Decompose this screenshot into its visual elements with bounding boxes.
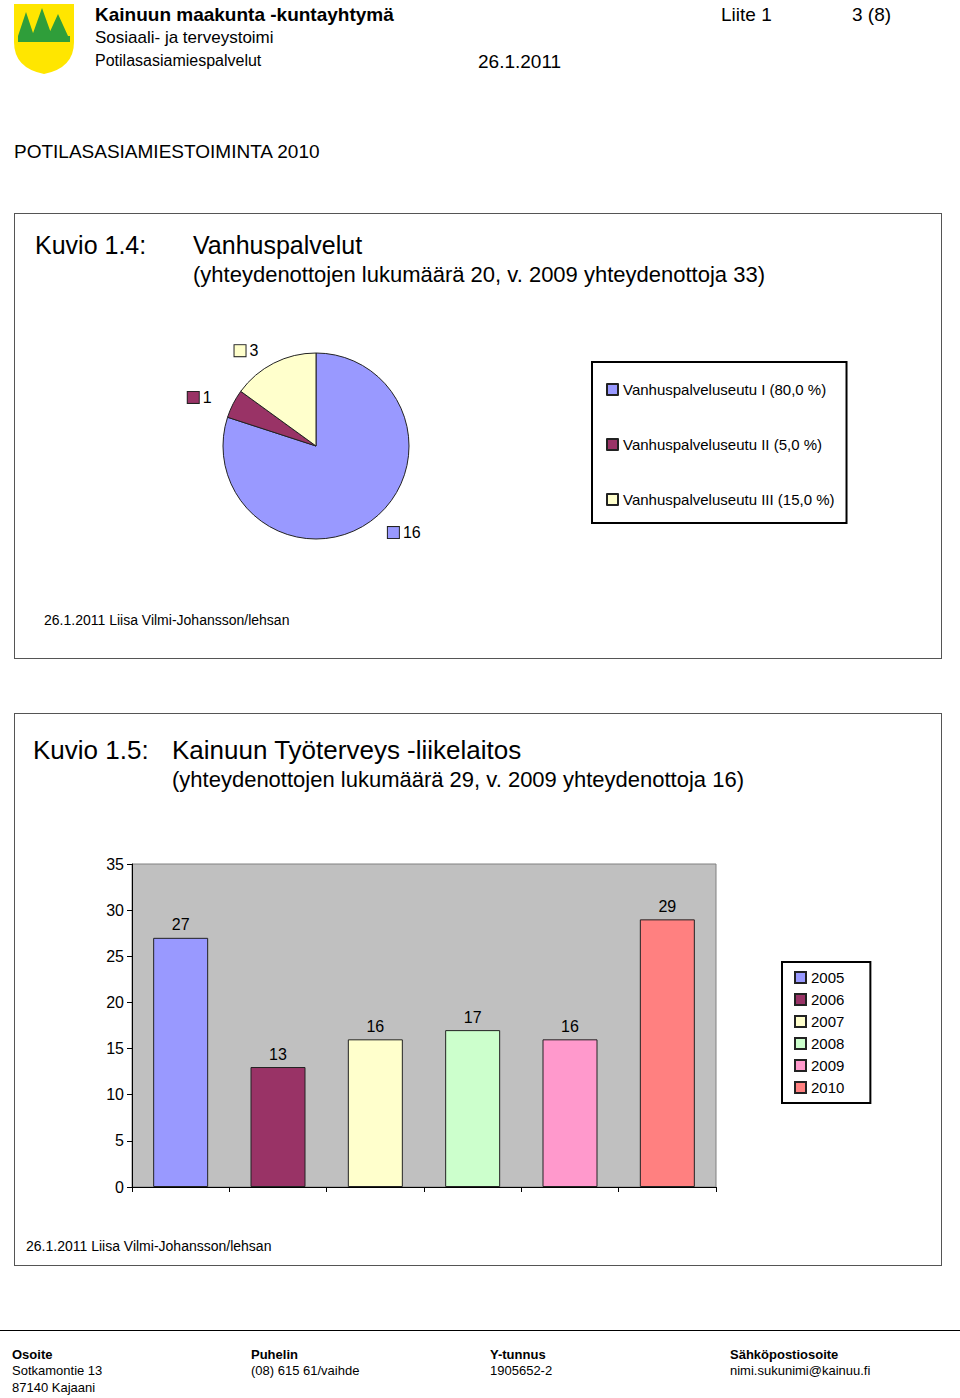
html-text:Liite 1: Liite 1 (721, 4, 772, 25)
svg-text:2006: 2006 (811, 991, 844, 1008)
html-text:nimi.sukunimi@kainuu.fi: nimi.sukunimi@kainuu.fi (730, 1363, 871, 1378)
html-text:Potilasasiamiespalvelut: Potilasasiamiespalvelut (95, 52, 262, 69)
html-text:Vanhuspalvelut: Vanhuspalvelut (193, 231, 363, 259)
html-text:Sotkamontie 13: Sotkamontie 13 (12, 1363, 103, 1378)
svg-text:2005: 2005 (811, 969, 844, 986)
svg-text:25: 25 (106, 948, 124, 965)
svg-text:15: 15 (106, 1040, 124, 1057)
svg-text:10: 10 (106, 1086, 124, 1103)
svg-text:16: 16 (561, 1018, 579, 1035)
html-text:26.1.2011 Liisa Vilmi-Johansso: 26.1.2011 Liisa Vilmi-Johansson/lehsan (44, 612, 290, 628)
svg-text:2009: 2009 (811, 1057, 844, 1074)
svg-text:30: 30 (106, 902, 124, 919)
svg-text:2010: 2010 (811, 1079, 844, 1096)
html-text:Kainuun maakunta -kuntayhtymä: Kainuun maakunta -kuntayhtymä (95, 4, 394, 25)
html-text:Kainuun Työterveys -liikelaito: Kainuun Työterveys -liikelaitos (172, 735, 522, 765)
svg-text:Vanhuspalveluseutu II (5,0 %): Vanhuspalveluseutu II (5,0 %) (623, 436, 822, 453)
svg-text:17: 17 (464, 1009, 482, 1026)
svg-text:5: 5 (115, 1132, 124, 1149)
html-text:26.1.2011 Liisa Vilmi-Johansso: 26.1.2011 Liisa Vilmi-Johansson/lehsan (26, 1238, 272, 1254)
svg-text:27: 27 (172, 916, 190, 933)
svg-text:35: 35 (106, 856, 124, 873)
svg-text:3: 3 (250, 342, 259, 359)
html-text:26.1.2011: 26.1.2011 (478, 51, 562, 72)
html-text:(yhteydenottojen lukumäärä 29,: (yhteydenottojen lukumäärä 29, v. 2009 y… (172, 767, 744, 792)
html-text:Puhelin: Puhelin (251, 1347, 298, 1362)
html-text:(yhteydenottojen lukumäärä 20,: (yhteydenottojen lukumäärä 20, v. 2009 y… (193, 262, 765, 287)
html-text:POTILASASIAMIESTOIMINTA 2010: POTILASASIAMIESTOIMINTA 2010 (14, 141, 320, 162)
svg-text:2008: 2008 (811, 1035, 844, 1052)
html-text:87140 Kajaani: 87140 Kajaani (12, 1380, 96, 1395)
html-text:(08) 615 61/vaihde: (08) 615 61/vaihde (251, 1363, 360, 1378)
svg-text:29: 29 (658, 898, 676, 915)
svg-text:Vanhuspalveluseutu I (80,0 %): Vanhuspalveluseutu I (80,0 %) (623, 381, 826, 398)
html-text:Y-tunnus: Y-tunnus (490, 1347, 546, 1362)
html-text:Sosiaali- ja terveystoimi: Sosiaali- ja terveystoimi (95, 28, 274, 47)
svg-text:20: 20 (106, 994, 124, 1011)
html-text:Sähköpostiosoite: Sähköpostiosoite (730, 1347, 839, 1362)
svg-text:0: 0 (115, 1179, 124, 1196)
svg-text:Vanhuspalveluseutu III (15,0 %: Vanhuspalveluseutu III (15,0 %) (623, 491, 835, 508)
html-text:Osoite: Osoite (12, 1347, 53, 1362)
html-text:3 (8): 3 (8) (852, 4, 892, 25)
svg-text:16: 16 (403, 524, 421, 541)
html-text:1905652-2: 1905652-2 (490, 1363, 553, 1378)
svg-text:16: 16 (366, 1018, 384, 1035)
svg-text:1: 1 (203, 389, 212, 406)
svg-text:2007: 2007 (811, 1013, 844, 1030)
html-text:Kuvio 1.4:: Kuvio 1.4: (35, 231, 147, 259)
html-text:Kuvio 1.5:: Kuvio 1.5: (33, 735, 149, 765)
svg-text:13: 13 (269, 1046, 287, 1063)
